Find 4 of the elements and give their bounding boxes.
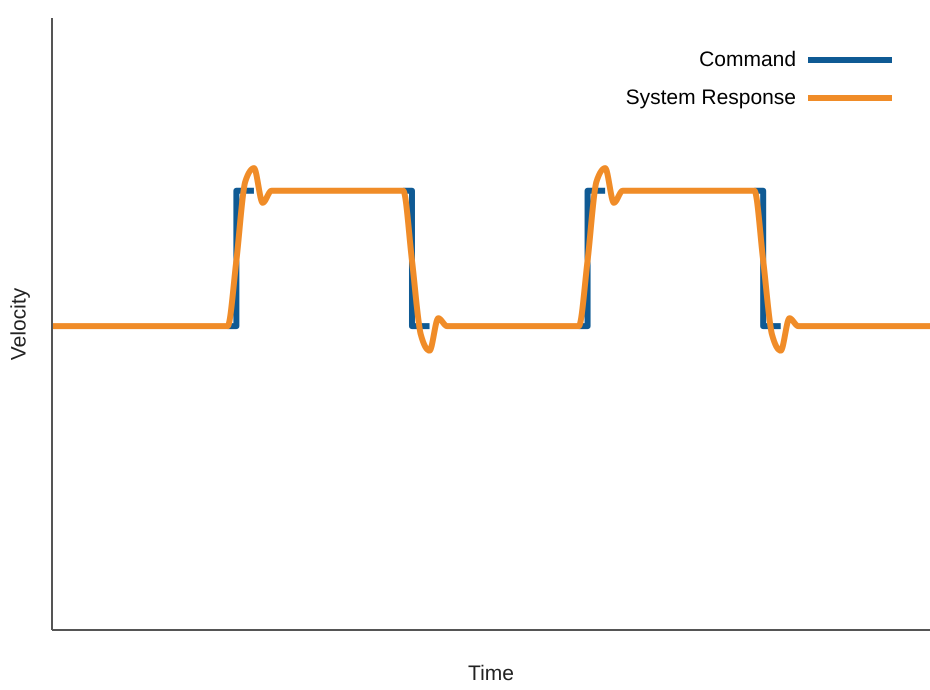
x-axis-title: Time [468,662,514,685]
y-axis-title: Velocity [7,287,30,360]
legend-label: System Response [626,86,796,110]
legend-label: Command [699,48,796,72]
